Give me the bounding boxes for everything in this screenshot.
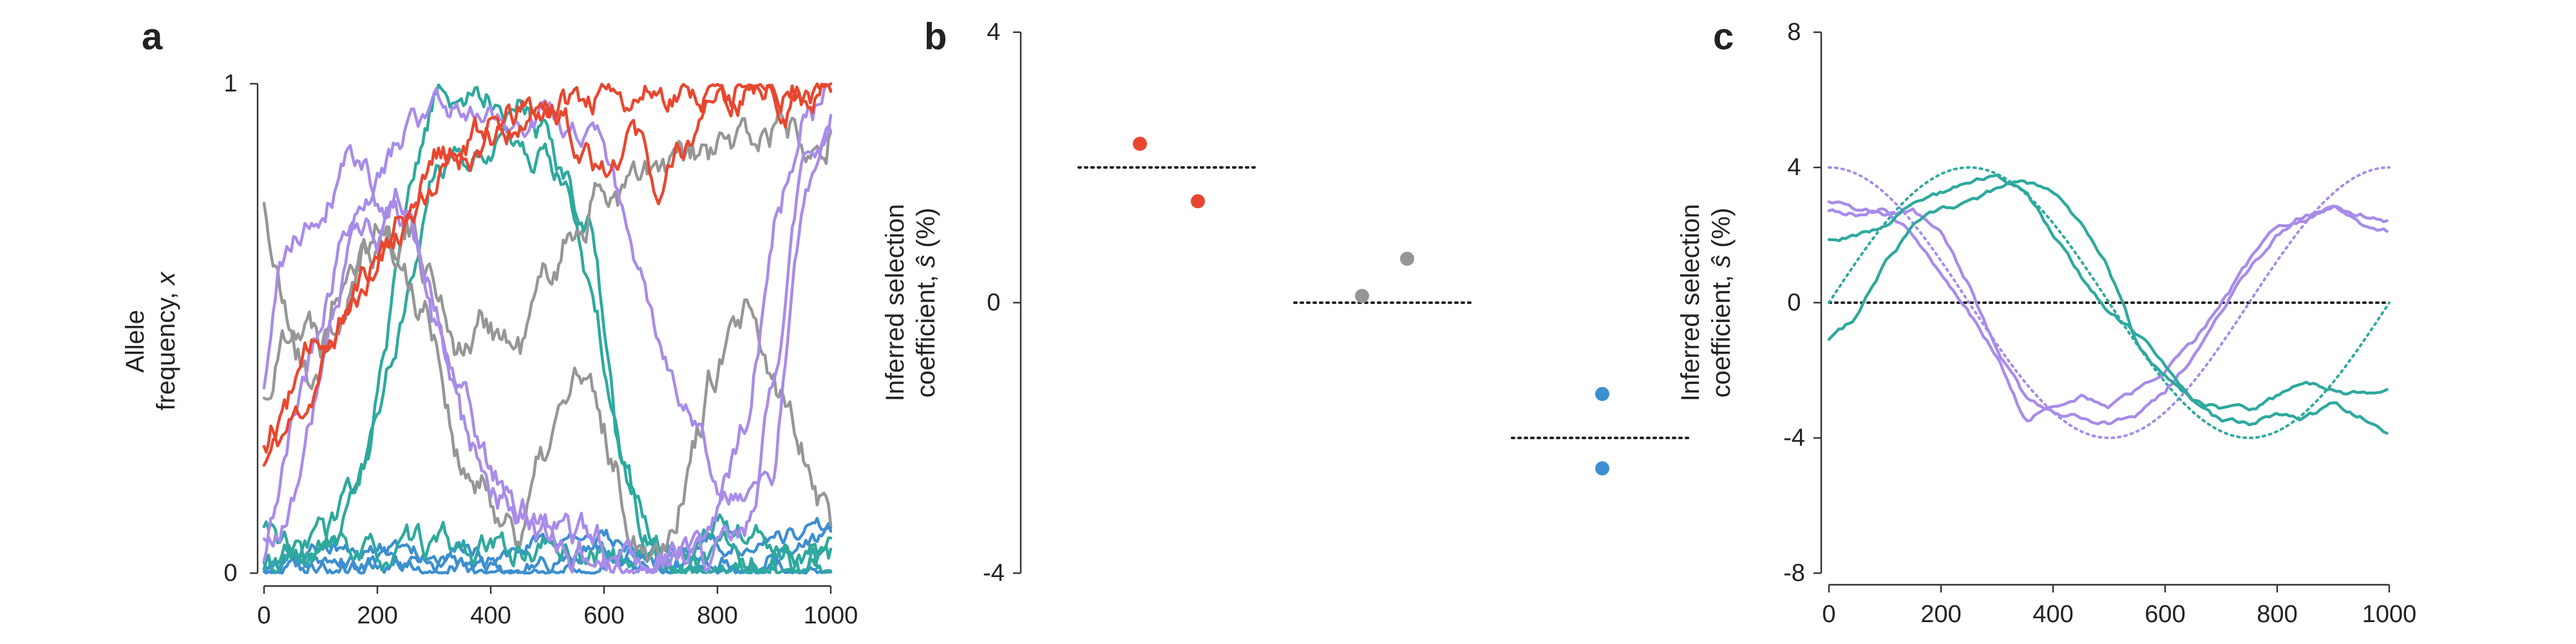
panel-b-point-blue <box>1595 386 1609 401</box>
panel-a-x-tick-label: 400 <box>470 602 511 629</box>
panel-a-trajectory-gray <box>262 109 833 390</box>
panel-a-trajectory-red <box>262 82 833 454</box>
panel-b-y-label: Inferred selection coefficient, ŝ (%) <box>881 204 940 402</box>
panel-b-label: b <box>924 16 947 58</box>
panel-c-label: c <box>1713 16 1734 58</box>
panel-a-x-tick-label: 800 <box>697 602 737 629</box>
panel-b-y-tick-label: 4 <box>987 19 1000 46</box>
panel-a-y-label: Allele frequency, x <box>121 271 180 411</box>
panel-a-x-tick-label: 1000 <box>804 602 858 629</box>
panel-b-point-red <box>1191 194 1205 209</box>
panel-c-y-label: Inferred selection coefficient, ŝ (%) <box>1676 204 1736 402</box>
panel-c-y-tick-label: -8 <box>1783 560 1805 587</box>
panel-c-true-curve-teal <box>1828 166 2391 440</box>
panel-a: a 0 1 0 200 400 600 800 1000 Allele frequency, x <box>121 16 858 629</box>
panel-c-x-tick-label: 1000 <box>2362 601 2417 628</box>
panel-c-inferred-teal <box>1827 173 2389 435</box>
panel-b-point-blue <box>1595 461 1609 476</box>
panel-c-inferred-teal <box>1827 179 2389 412</box>
panel-c-x-tick-label: 200 <box>1920 601 1961 628</box>
panel-c-x-tick-label: 600 <box>2145 601 2185 628</box>
panel-b-y-tick-label: 0 <box>987 289 1000 316</box>
panel-a-x-tick-label: 200 <box>357 602 397 629</box>
panel-b: b -4 0 4 Inferred selection coefficient, ŝ (%… <box>881 16 1694 587</box>
panel-a-x-tick-label: 600 <box>583 602 624 629</box>
panel-a-trajectory-purple <box>262 82 833 574</box>
panel-c: c -8 -4 0 4 8 0 200 400 600 800 1000 Inferred select… <box>1676 16 2416 628</box>
panel-c-x-tick-label: 400 <box>2032 601 2073 628</box>
panel-a-x-tick-label: 0 <box>257 602 270 629</box>
panel-a-y-tick-label: 1 <box>223 70 237 97</box>
panel-a-trajectory-teal <box>262 125 833 575</box>
panel-a-label: a <box>142 16 163 58</box>
panel-c-y-tick-label: -4 <box>1783 424 1805 451</box>
panel-c-x-tick-label: 800 <box>2257 601 2297 628</box>
panel-c-y-tick-label: 8 <box>1787 19 1801 46</box>
panel-a-trajectory-gray <box>262 223 833 562</box>
panel-c-inferred-purple <box>1827 204 2389 422</box>
panel-c-x-tick-label: 0 <box>1822 601 1835 628</box>
panel-b-point-gray <box>1355 289 1369 303</box>
panel-b-point-gray <box>1400 251 1414 266</box>
panel-b-point-red <box>1133 137 1147 151</box>
panel-a-y-tick-label: 0 <box>223 560 237 587</box>
panel-c-y-tick-label: 4 <box>1787 154 1801 181</box>
panel-b-y-tick-label: -4 <box>983 560 1005 587</box>
panel-a-trajectory-blue <box>262 548 833 575</box>
panel-a-trajectory-red <box>262 82 833 467</box>
panel-c-y-tick-label: 0 <box>1787 289 1801 316</box>
panel-a-trajectory-purple <box>262 124 833 574</box>
